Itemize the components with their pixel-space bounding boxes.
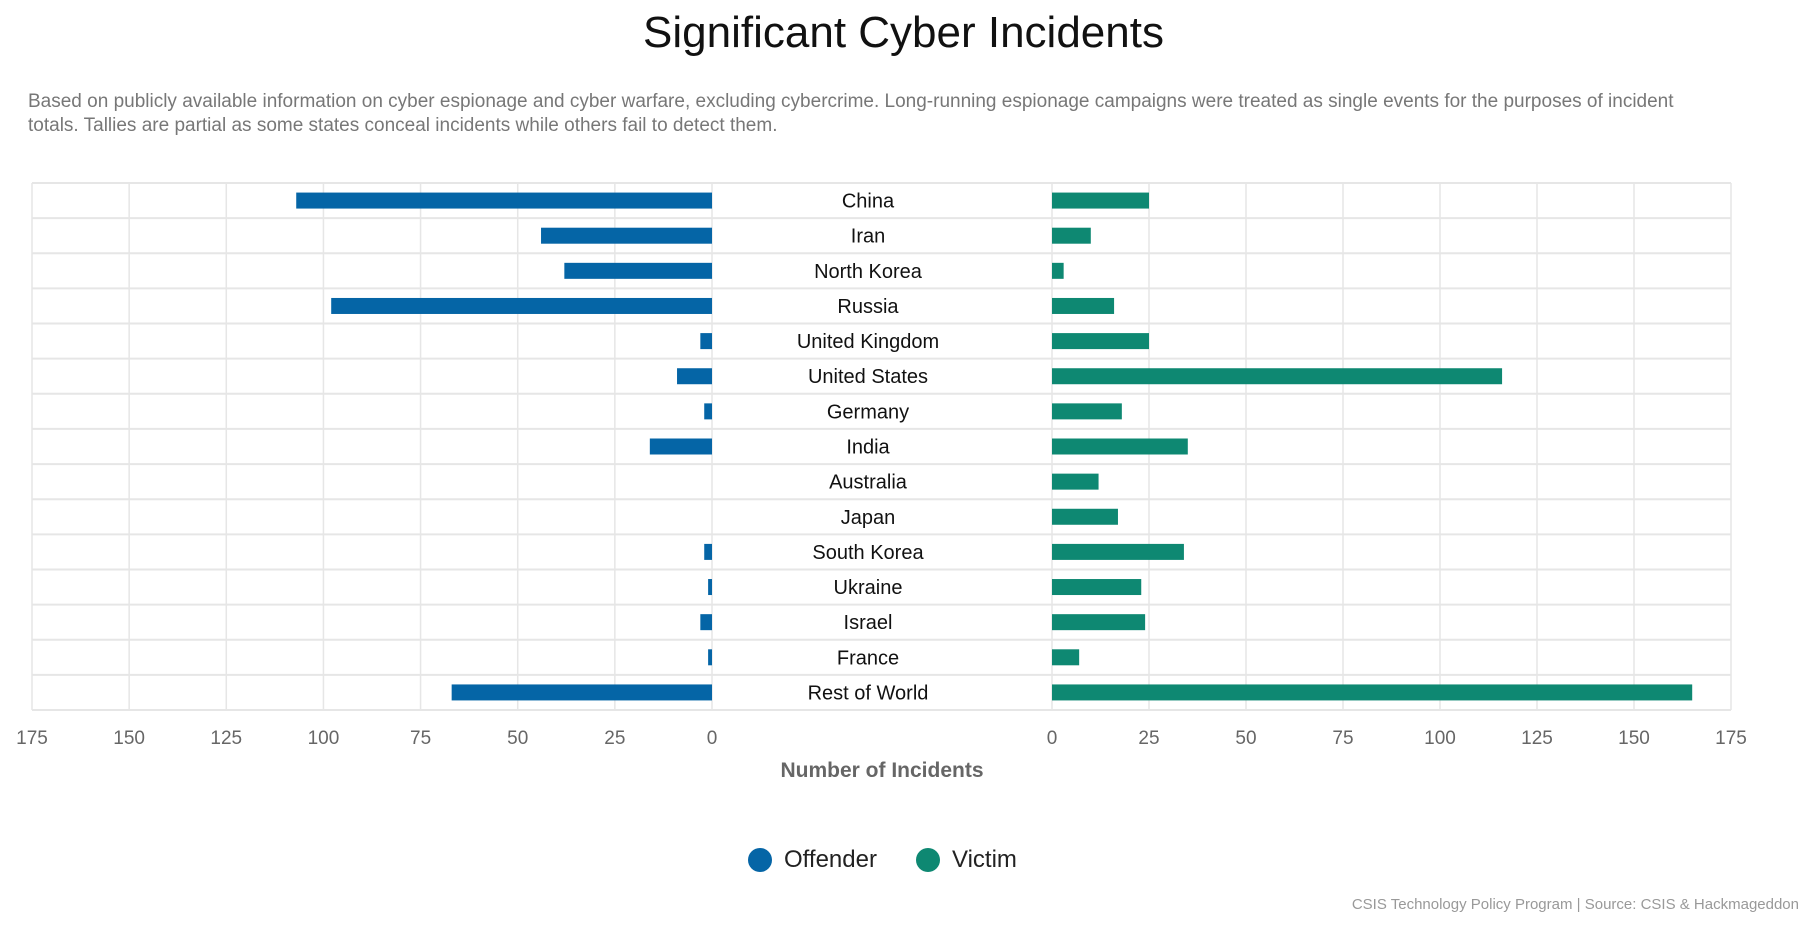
offender-bar bbox=[708, 649, 712, 666]
offender-bar bbox=[700, 333, 712, 350]
category-label: North Korea bbox=[814, 261, 923, 283]
victim-bar bbox=[1052, 614, 1146, 631]
victim-bar bbox=[1052, 543, 1184, 560]
victim-bar bbox=[1052, 684, 1693, 701]
victim-legend-marker bbox=[916, 848, 940, 872]
category-label: United States bbox=[808, 366, 928, 388]
victim-bar bbox=[1052, 508, 1118, 525]
offender-bar bbox=[649, 438, 712, 455]
category-label: China bbox=[842, 191, 895, 213]
x-tick-label-left: 125 bbox=[210, 728, 242, 749]
category-label: France bbox=[837, 647, 899, 669]
victim-bar bbox=[1052, 262, 1064, 279]
x-tick-label-right: 125 bbox=[1521, 728, 1553, 749]
category-label: United Kingdom bbox=[797, 331, 939, 353]
victim-bar bbox=[1052, 297, 1115, 314]
victim-bar bbox=[1052, 649, 1080, 666]
victim-bar bbox=[1052, 368, 1503, 385]
x-tick-label-right: 0 bbox=[1047, 728, 1058, 749]
offender-legend-marker bbox=[748, 848, 772, 872]
victim-bar bbox=[1052, 403, 1122, 420]
victim-bar bbox=[1052, 579, 1142, 596]
x-tick-label-left: 50 bbox=[507, 728, 528, 749]
x-tick-label-right: 75 bbox=[1332, 728, 1353, 749]
category-label: South Korea bbox=[812, 542, 924, 564]
victim-bar bbox=[1052, 473, 1099, 490]
legend-label: Offender bbox=[784, 846, 877, 873]
category-label: Australia bbox=[829, 472, 908, 494]
offender-bar bbox=[451, 684, 712, 701]
x-tick-label-right: 25 bbox=[1138, 728, 1159, 749]
offender-bar bbox=[708, 579, 712, 596]
offender-bar bbox=[331, 297, 712, 314]
offender-bar bbox=[704, 543, 712, 560]
x-tick-label-left: 150 bbox=[113, 728, 145, 749]
victim-bar bbox=[1052, 438, 1188, 455]
x-tick-label-right: 150 bbox=[1618, 728, 1650, 749]
x-axis-title: Number of Incidents bbox=[780, 759, 983, 782]
category-label: Russia bbox=[837, 296, 899, 318]
category-label: Ukraine bbox=[834, 577, 903, 599]
x-tick-label-left: 0 bbox=[707, 728, 718, 749]
offender-bar bbox=[704, 403, 712, 420]
category-label: India bbox=[846, 437, 890, 459]
x-tick-label-right: 50 bbox=[1235, 728, 1256, 749]
source-credit: CSIS Technology Policy Program | Source:… bbox=[1351, 896, 1799, 913]
category-label: Israel bbox=[844, 612, 893, 634]
offender-bar bbox=[700, 614, 712, 631]
x-tick-label-right: 100 bbox=[1424, 728, 1456, 749]
offender-bar bbox=[677, 368, 712, 385]
offender-bar bbox=[564, 262, 712, 279]
x-tick-label-left: 175 bbox=[16, 728, 48, 749]
victim-bar bbox=[1052, 192, 1149, 209]
category-label: Japan bbox=[841, 507, 896, 529]
offender-bar bbox=[296, 192, 712, 209]
legend-item-victim[interactable]: Victim bbox=[916, 846, 1017, 874]
legend-label: Victim bbox=[952, 846, 1017, 873]
x-tick-label-left: 100 bbox=[308, 728, 340, 749]
victim-bar bbox=[1052, 333, 1149, 350]
x-tick-label-left: 75 bbox=[410, 728, 431, 749]
offender-bar bbox=[541, 227, 712, 244]
category-label: Germany bbox=[827, 401, 909, 423]
x-tick-label-left: 25 bbox=[604, 728, 625, 749]
category-label: Iran bbox=[851, 226, 885, 248]
chart-subtitle: Based on publicly available information … bbox=[28, 91, 1674, 136]
legend-item-offender[interactable]: Offender bbox=[748, 846, 877, 874]
victim-bar bbox=[1052, 227, 1091, 244]
category-label: Rest of World bbox=[808, 682, 929, 704]
x-tick-label-right: 175 bbox=[1715, 728, 1747, 749]
chart-title: Significant Cyber Incidents bbox=[643, 8, 1164, 57]
